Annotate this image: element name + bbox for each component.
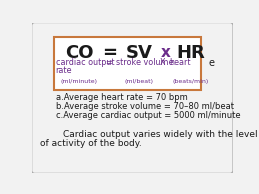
Text: (ml/minute): (ml/minute): [60, 79, 97, 84]
Text: heart: heart: [170, 58, 191, 67]
Text: b.Average stroke volume = 70–80 ml/beat: b.Average stroke volume = 70–80 ml/beat: [56, 102, 234, 111]
Text: rate: rate: [56, 66, 72, 75]
Text: =: =: [105, 58, 112, 67]
Text: x: x: [161, 45, 171, 60]
Text: a.Average heart rate = 70 bpm: a.Average heart rate = 70 bpm: [56, 93, 187, 102]
Text: X: X: [160, 58, 165, 67]
FancyBboxPatch shape: [32, 23, 233, 173]
Text: Cardiac output varies widely with the level: Cardiac output varies widely with the le…: [40, 130, 258, 139]
Text: cardiac output: cardiac output: [56, 58, 114, 67]
Text: (ml/beat): (ml/beat): [125, 79, 154, 84]
Text: (beats/min): (beats/min): [172, 79, 208, 84]
Text: SV: SV: [126, 43, 153, 61]
Text: =: =: [102, 43, 117, 61]
Text: e: e: [208, 58, 214, 68]
Text: c.Average cardiac output = 5000 ml/minute: c.Average cardiac output = 5000 ml/minut…: [56, 111, 240, 120]
Text: stroke volume: stroke volume: [116, 58, 174, 67]
Text: HR: HR: [176, 43, 205, 61]
FancyBboxPatch shape: [54, 37, 201, 89]
Text: of activity of the body.: of activity of the body.: [40, 139, 142, 148]
Text: CO: CO: [65, 43, 93, 61]
